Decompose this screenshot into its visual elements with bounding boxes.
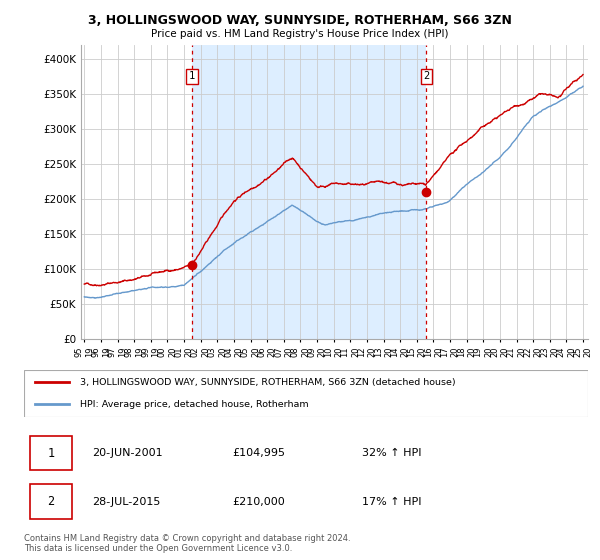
Text: 2: 2 [423,71,430,81]
Text: Contains HM Land Registry data © Crown copyright and database right 2024.
This d: Contains HM Land Registry data © Crown c… [24,534,350,553]
Text: 2: 2 [47,495,55,508]
Text: 3, HOLLINGSWOOD WAY, SUNNYSIDE, ROTHERHAM, S66 3ZN: 3, HOLLINGSWOOD WAY, SUNNYSIDE, ROTHERHA… [88,14,512,27]
Text: £210,000: £210,000 [233,497,286,507]
Text: 20-JUN-2001: 20-JUN-2001 [92,448,163,458]
Text: 28-JUL-2015: 28-JUL-2015 [92,497,160,507]
FancyBboxPatch shape [29,436,72,470]
Text: 17% ↑ HPI: 17% ↑ HPI [362,497,422,507]
Text: £104,995: £104,995 [233,448,286,458]
FancyBboxPatch shape [24,370,588,417]
Text: 1: 1 [189,71,195,81]
Text: 32% ↑ HPI: 32% ↑ HPI [362,448,422,458]
Text: Price paid vs. HM Land Registry's House Price Index (HPI): Price paid vs. HM Land Registry's House … [151,29,449,39]
Text: 1: 1 [47,446,55,460]
FancyBboxPatch shape [29,484,72,519]
Text: 3, HOLLINGSWOOD WAY, SUNNYSIDE, ROTHERHAM, S66 3ZN (detached house): 3, HOLLINGSWOOD WAY, SUNNYSIDE, ROTHERHA… [80,378,456,387]
Bar [192,45,426,339]
Text: HPI: Average price, detached house, Rotherham: HPI: Average price, detached house, Roth… [80,400,309,409]
